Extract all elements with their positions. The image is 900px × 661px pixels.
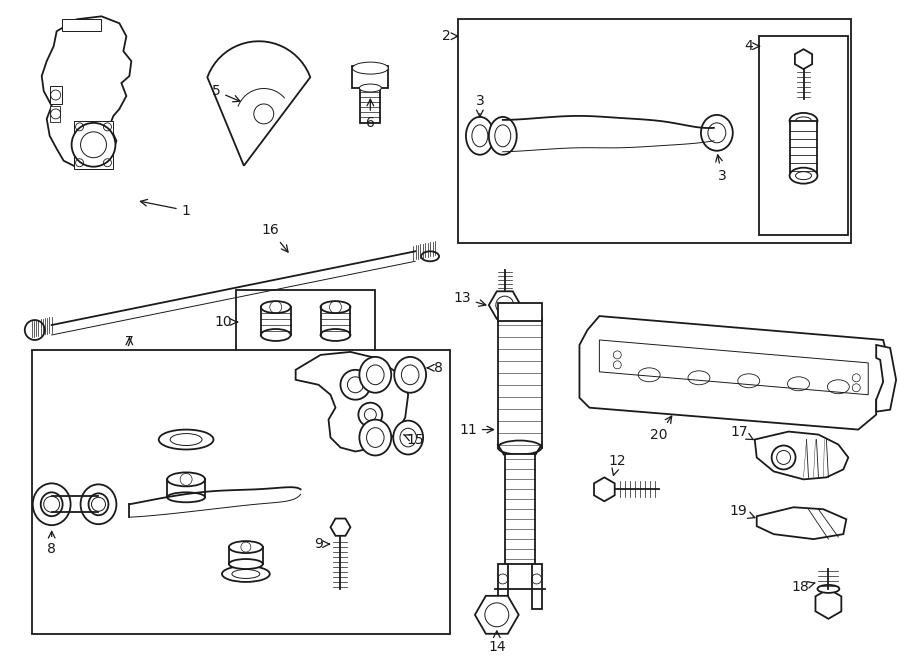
Polygon shape <box>74 121 113 169</box>
Text: 9: 9 <box>314 537 329 551</box>
Polygon shape <box>795 49 812 69</box>
Text: 19: 19 <box>730 504 755 518</box>
Text: 6: 6 <box>366 99 374 130</box>
Ellipse shape <box>81 485 116 524</box>
Text: 16: 16 <box>262 223 288 252</box>
Polygon shape <box>489 292 521 319</box>
Polygon shape <box>296 352 409 451</box>
Ellipse shape <box>498 440 542 455</box>
Ellipse shape <box>320 329 350 341</box>
Bar <box>236 290 375 365</box>
Ellipse shape <box>229 541 263 553</box>
Ellipse shape <box>222 566 270 582</box>
Ellipse shape <box>394 357 426 393</box>
Ellipse shape <box>320 301 350 313</box>
Ellipse shape <box>229 559 263 569</box>
Polygon shape <box>877 345 896 412</box>
Ellipse shape <box>167 473 205 486</box>
Polygon shape <box>41 17 131 169</box>
Bar <box>458 19 851 243</box>
Polygon shape <box>815 589 842 619</box>
Ellipse shape <box>489 117 517 155</box>
Bar <box>353 66 388 88</box>
Ellipse shape <box>817 585 840 593</box>
Bar <box>498 564 508 609</box>
Circle shape <box>340 370 370 400</box>
Text: 8: 8 <box>428 361 443 375</box>
Ellipse shape <box>158 430 213 449</box>
Text: 10: 10 <box>214 315 238 329</box>
Bar <box>50 106 59 122</box>
Text: 3: 3 <box>475 94 484 117</box>
Ellipse shape <box>359 357 392 393</box>
Text: 18: 18 <box>792 580 815 594</box>
Bar <box>360 88 381 123</box>
Text: 17: 17 <box>730 424 753 440</box>
Ellipse shape <box>466 117 494 155</box>
Circle shape <box>771 446 796 469</box>
Circle shape <box>25 320 45 340</box>
Ellipse shape <box>421 251 439 261</box>
Ellipse shape <box>701 115 733 151</box>
Text: 11: 11 <box>459 422 493 436</box>
Bar <box>759 36 849 235</box>
Text: 3: 3 <box>716 155 726 182</box>
Bar <box>532 564 542 609</box>
Bar <box>505 455 535 564</box>
Text: 2: 2 <box>442 29 458 43</box>
Circle shape <box>358 403 382 426</box>
Ellipse shape <box>359 84 382 92</box>
Polygon shape <box>330 518 350 536</box>
Bar <box>50 86 61 104</box>
Ellipse shape <box>789 168 817 184</box>
Text: 15: 15 <box>403 432 424 447</box>
Text: 4: 4 <box>744 39 760 53</box>
Ellipse shape <box>789 113 817 129</box>
Circle shape <box>72 123 115 167</box>
Polygon shape <box>207 41 310 166</box>
Ellipse shape <box>261 329 291 341</box>
Ellipse shape <box>359 420 392 455</box>
Text: 8: 8 <box>47 531 56 556</box>
Ellipse shape <box>353 62 388 74</box>
Text: 12: 12 <box>608 455 626 475</box>
Text: 1: 1 <box>140 200 191 217</box>
Polygon shape <box>475 596 518 634</box>
Ellipse shape <box>32 483 70 525</box>
Text: 14: 14 <box>488 631 506 654</box>
Bar <box>789 121 817 176</box>
Ellipse shape <box>261 301 291 313</box>
Polygon shape <box>757 507 846 539</box>
Ellipse shape <box>167 492 205 502</box>
Polygon shape <box>580 316 888 430</box>
Polygon shape <box>594 477 615 501</box>
Bar <box>61 19 102 31</box>
Text: 13: 13 <box>453 291 486 306</box>
Bar <box>32 350 450 634</box>
Bar <box>498 303 542 321</box>
Ellipse shape <box>393 420 423 455</box>
Bar <box>498 318 542 447</box>
Text: 20: 20 <box>651 416 671 442</box>
Text: 5: 5 <box>212 84 240 102</box>
Polygon shape <box>755 432 849 479</box>
Text: 7: 7 <box>125 335 134 349</box>
